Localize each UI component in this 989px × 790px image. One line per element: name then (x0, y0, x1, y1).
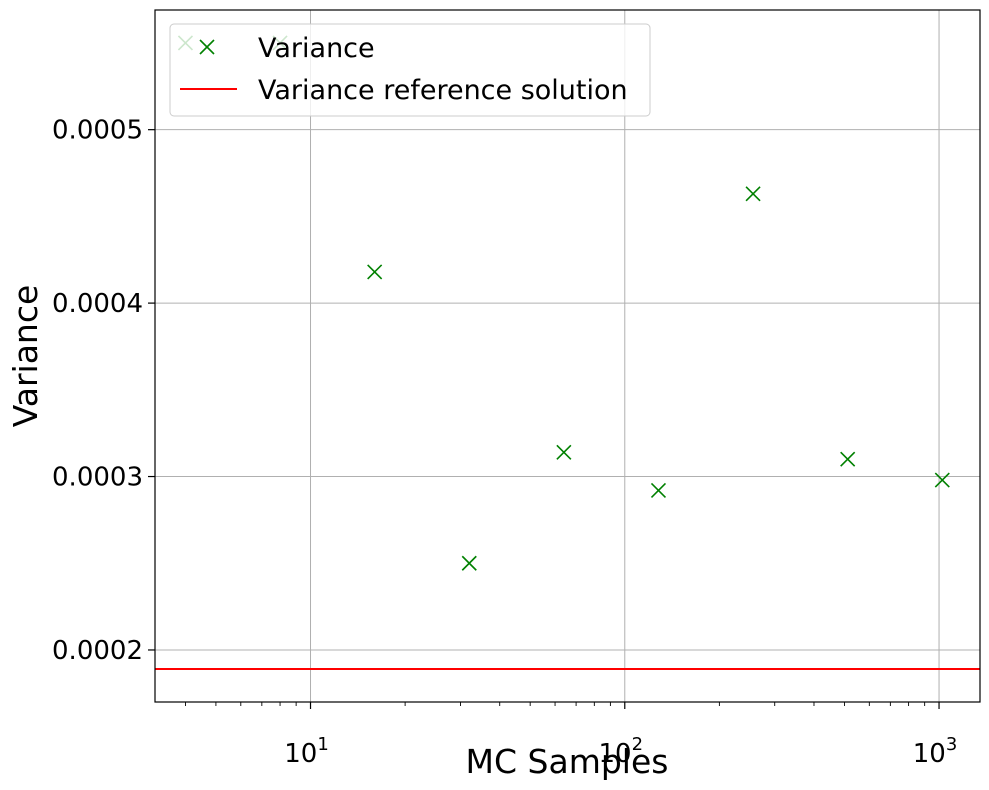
x-axis-ticks: 101 102 103 (185, 702, 957, 769)
variance-point (745, 186, 761, 202)
grid (155, 10, 980, 702)
legend-variance-marker (199, 39, 215, 55)
y-axis-label: Variance (6, 285, 45, 428)
variance-point (556, 444, 572, 460)
variance-point (650, 482, 667, 498)
x-tick-label: 101 (284, 734, 329, 769)
y-tick-label: 0.0002 (52, 636, 143, 666)
variance-point (840, 451, 856, 467)
legend-box (169, 23, 651, 117)
y-tick-label: 0.0003 (52, 463, 143, 493)
variance-point (461, 555, 477, 571)
y-tick-label: 0.0005 (52, 116, 143, 146)
legend: Variance Variance reference solution (169, 23, 651, 117)
x-tick-label: 102 (599, 734, 644, 769)
x-axis-label: MC Samples (466, 742, 669, 781)
x-tick-label: 103 (913, 734, 958, 769)
y-axis-ticks: 0.0002 0.0003 0.0004 0.0005 (52, 116, 155, 666)
variance-point (934, 472, 950, 488)
legend-label-reference: Variance reference solution (258, 75, 628, 106)
variance-point (367, 264, 383, 280)
plot-area-frame (154, 9, 981, 703)
y-tick-label: 0.0004 (52, 289, 143, 319)
legend-label-variance: Variance (258, 33, 375, 64)
